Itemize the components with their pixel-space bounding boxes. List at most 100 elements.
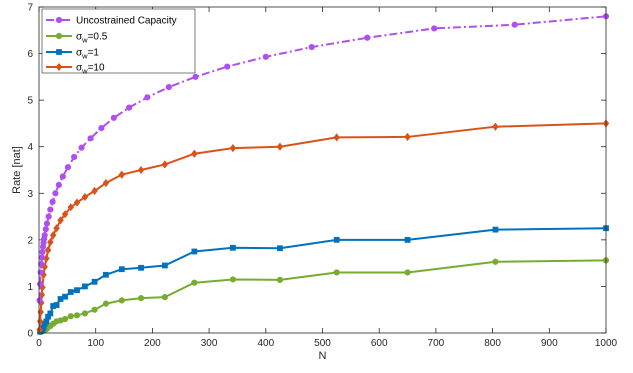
data-point: [230, 244, 236, 251]
data-point: [431, 25, 438, 32]
data-point: [126, 104, 133, 111]
data-point: [191, 149, 198, 158]
data-point: [276, 276, 284, 284]
data-point: [57, 216, 64, 225]
legend: Uncostrained Capacity σw=0.5 σw=1 σw=10: [41, 8, 196, 76]
x-tick-label: 200: [144, 338, 161, 349]
data-point: [308, 43, 315, 51]
data-point: [43, 220, 51, 227]
data-point: [62, 293, 68, 300]
data-point: [91, 278, 98, 285]
x-tick-label: 400: [257, 338, 274, 349]
data-point: [64, 164, 72, 171]
data-point: [41, 232, 48, 239]
data-point: [138, 264, 144, 271]
data-point: [38, 260, 45, 268]
data-point: [49, 231, 57, 240]
y-tick-label: 1: [27, 282, 33, 293]
data-point: [47, 206, 54, 213]
data-point: [44, 246, 52, 255]
data-point: [118, 297, 125, 304]
data-point: [511, 21, 518, 28]
data-point: [404, 269, 411, 276]
data-point: [81, 310, 89, 317]
data-point: [81, 192, 89, 202]
data-point: [39, 248, 46, 256]
data-point: [137, 165, 145, 175]
legend-item: σw=0.5: [46, 32, 108, 45]
data-point: [87, 135, 94, 142]
data-point: [67, 313, 74, 320]
data-point: [52, 190, 59, 197]
data-point: [37, 269, 44, 276]
data-point: [91, 186, 98, 196]
data-point: [55, 16, 63, 24]
legend-label: σw=10: [76, 63, 105, 76]
data-point: [333, 133, 340, 142]
data-point: [191, 248, 198, 255]
data-point: [78, 144, 85, 151]
data-point: [38, 254, 45, 261]
data-point: [102, 300, 110, 307]
data-point: [224, 63, 231, 70]
legend-item: σw=1: [46, 48, 99, 61]
legend-item: σw=10: [46, 63, 105, 76]
data-point: [492, 258, 499, 265]
data-point: [47, 310, 54, 317]
data-point: [67, 289, 74, 295]
y-axis-label: Rate [nat]: [11, 146, 23, 194]
x-tick-label: 800: [484, 338, 501, 349]
data-point: [110, 114, 117, 121]
data-point: [91, 306, 98, 313]
data-point: [59, 173, 66, 180]
legend-item: Uncostrained Capacity: [46, 16, 177, 27]
data-point: [56, 49, 62, 55]
data-point: [191, 279, 198, 286]
x-tick-label: 900: [541, 338, 558, 349]
data-point: [73, 312, 81, 319]
data-point: [492, 122, 499, 131]
data-point: [137, 294, 145, 302]
data-point: [492, 226, 499, 233]
x-tick-label: 700: [428, 338, 445, 349]
x-tick-label: 600: [371, 338, 388, 349]
data-point: [42, 226, 49, 233]
data-point: [161, 160, 169, 169]
x-axis-label: N: [319, 350, 327, 362]
data-point: [55, 32, 63, 40]
data-point: [118, 266, 125, 273]
y-tick-label: 7: [27, 3, 33, 14]
legend-label: σw=0.5: [76, 32, 108, 45]
data-point: [102, 178, 110, 188]
data-point: [53, 302, 60, 308]
y-tick-label: 6: [27, 49, 33, 60]
data-point: [47, 238, 54, 247]
x-tick-label: 1000: [595, 338, 618, 349]
data-point: [61, 210, 69, 219]
data-point: [61, 315, 69, 323]
data-point: [276, 142, 284, 151]
data-point: [45, 213, 52, 220]
data-point: [37, 281, 44, 288]
y-tick-label: 3: [27, 189, 33, 200]
plot-frame: [38, 6, 607, 334]
x-tick-label: 300: [201, 338, 218, 349]
data-point: [43, 318, 50, 325]
y-tick-label: 4: [27, 142, 33, 153]
x-tick-label: 500: [314, 338, 331, 349]
data-point: [192, 73, 199, 80]
data-point: [49, 198, 56, 205]
data-point: [73, 198, 81, 207]
y-tick-label: 2: [27, 235, 33, 246]
legend-label: σw=1: [76, 48, 99, 61]
data-point: [404, 236, 411, 243]
data-point: [103, 271, 109, 278]
axes: 0 100 200 300 400 500 600 700 800 900 1000 0 1 2 3 4 5 6 7: [27, 3, 617, 350]
data-point: [74, 287, 80, 294]
data-point: [333, 269, 340, 276]
y-tick-label: 5: [27, 96, 33, 107]
data-point: [161, 294, 168, 301]
x-tick-label: 0: [36, 338, 42, 349]
data-point: [165, 84, 172, 91]
data-point: [229, 144, 237, 153]
